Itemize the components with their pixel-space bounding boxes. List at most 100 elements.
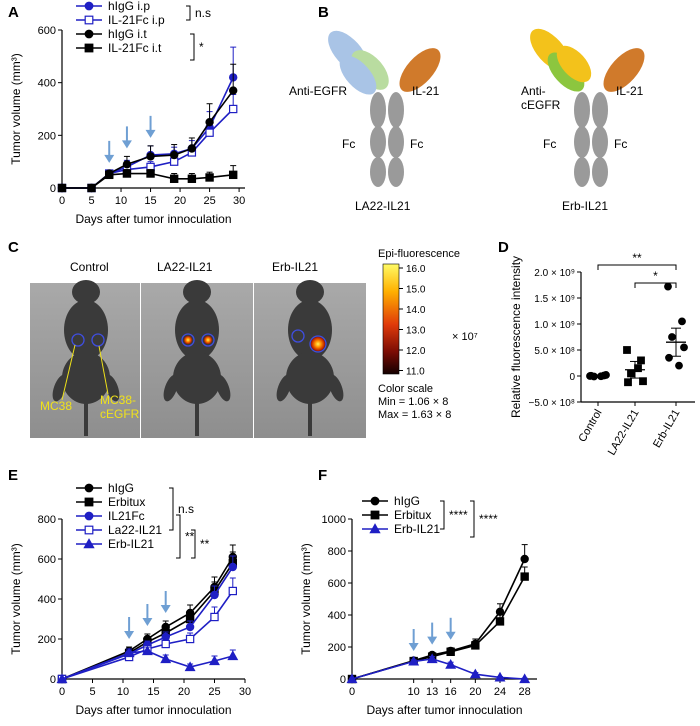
data-point [122, 160, 132, 169]
legend-marker [84, 511, 94, 521]
pointer-mc38-cegfr [98, 345, 109, 395]
scale-tick-label: 16.0 [406, 264, 426, 275]
scale-title: Epi-fluorescence [378, 248, 460, 260]
y-tick-label: 0 [50, 183, 56, 195]
fc-left-domain-2 [370, 157, 386, 187]
label-mc38: MC38 [40, 399, 72, 413]
x-tick-label: 5 [88, 195, 94, 207]
pointer-mc38 [61, 344, 76, 401]
y-tick-label: 400 [38, 594, 56, 606]
y-axis-label: Tumor volume (mm³) [9, 53, 23, 165]
y-tick-label: 400 [328, 610, 346, 622]
panel-label-b: B [318, 4, 329, 21]
legend-label: hIgG [394, 494, 420, 508]
label-anti-1: Anti- [521, 84, 546, 98]
imaging-col-control: Control [70, 260, 109, 274]
data-point [187, 174, 197, 183]
label-il21-left: IL-21 [412, 84, 440, 98]
panel-label-f: F [318, 467, 327, 484]
x-tick-label: 28 [519, 686, 531, 698]
data-point [623, 346, 631, 354]
significance-label: ** [185, 530, 195, 544]
data-point [56, 673, 68, 684]
data-point [187, 144, 197, 153]
significance-label: **** [479, 512, 498, 526]
fc-left-domain-1-r [574, 126, 590, 158]
x-tick-label: 10 [115, 195, 127, 207]
series-higg [347, 544, 529, 684]
y-axis-label: Relative fluorescence intensity [509, 256, 523, 418]
legend-marker [84, 497, 94, 507]
scale-exponent: × 10⁷ [452, 331, 478, 343]
significance-bracket [186, 5, 191, 21]
x-tick-label: 25 [203, 195, 215, 207]
significance-label: * [653, 269, 658, 283]
y-tick-label: 200 [38, 634, 56, 646]
antibody-heavy-chain-yellow [556, 45, 592, 83]
il21-domain-right [603, 48, 645, 92]
data-point [227, 650, 239, 661]
data-point [665, 353, 673, 362]
panel-label-c: C [8, 239, 19, 256]
legend-label: hIgG [108, 481, 134, 495]
tumor-signal-erb-right [311, 337, 325, 351]
chart-f: 0 200 400 600 800 1000 0 10 13 16 20 24 28 Days after… [299, 494, 537, 717]
x-tick-label: 24 [494, 686, 506, 698]
y-tick-label: 800 [38, 514, 56, 526]
x-tick-label: 13 [426, 686, 438, 698]
antibody-light-chain-light-green [351, 50, 389, 90]
legend-label: Erb-IL21 [394, 522, 440, 536]
data-point [519, 673, 531, 684]
legend-marker [84, 43, 94, 53]
data-point [122, 169, 132, 178]
tumor-signal-la22-left [184, 336, 192, 344]
data-point [495, 607, 505, 617]
x-tick-label: 0 [59, 195, 65, 207]
data-point [210, 612, 219, 622]
data-point [446, 647, 455, 657]
label-anti-2: cEGFR [521, 98, 561, 112]
legend-marker [369, 523, 381, 534]
dosing-arrow-0-head [124, 631, 135, 639]
data-point [469, 668, 481, 679]
data-point [495, 617, 505, 626]
legend-marker [84, 29, 94, 39]
data-point [668, 333, 676, 341]
label-fc-right-b: Fc [614, 137, 627, 151]
x-tick-label: 10 [117, 686, 129, 698]
x-tick-label: Erb-IL21 [651, 408, 682, 451]
series-erb-il21 [346, 653, 531, 684]
data-point [205, 117, 214, 127]
label-mc38-cegfr-2: cEGFR [100, 407, 140, 421]
panel-label-a: A [8, 4, 19, 21]
data-point [161, 639, 170, 649]
data-point [185, 622, 195, 632]
significance-bracket [176, 514, 181, 559]
x-axis-label: Days after tumor innoculation [366, 703, 522, 717]
data-point [228, 170, 238, 180]
antibody-diagram-la22-il21: Anti-EGFR IL-21 Fc Fc LA22-IL21 [289, 30, 441, 213]
legend-label: IL21Fc [108, 509, 145, 523]
data-point [680, 343, 688, 352]
legend-marker [83, 538, 95, 549]
tumor-roi-la22-left [181, 333, 195, 347]
significance-bracket [470, 500, 475, 538]
data-point [494, 671, 506, 682]
x-tick-label: 20 [174, 195, 186, 207]
data-point [169, 150, 179, 160]
legend-label: hIgG i.t [108, 27, 147, 41]
dosing-arrow-0-head [104, 154, 115, 163]
data-point [228, 586, 237, 596]
fc-left-domain-1 [370, 126, 386, 158]
fc-right-domain-2 [388, 157, 404, 187]
legend-marker [84, 525, 94, 535]
group-la22-il21 [623, 346, 647, 387]
series-la22-il21 [57, 577, 237, 684]
significance-label: * [199, 40, 204, 54]
series-erbitux [347, 566, 529, 684]
x-tick-label: 30 [233, 195, 245, 207]
dosing-arrow-2-head [445, 631, 456, 640]
data-point [520, 554, 529, 564]
group-erb-il21 [664, 282, 688, 370]
